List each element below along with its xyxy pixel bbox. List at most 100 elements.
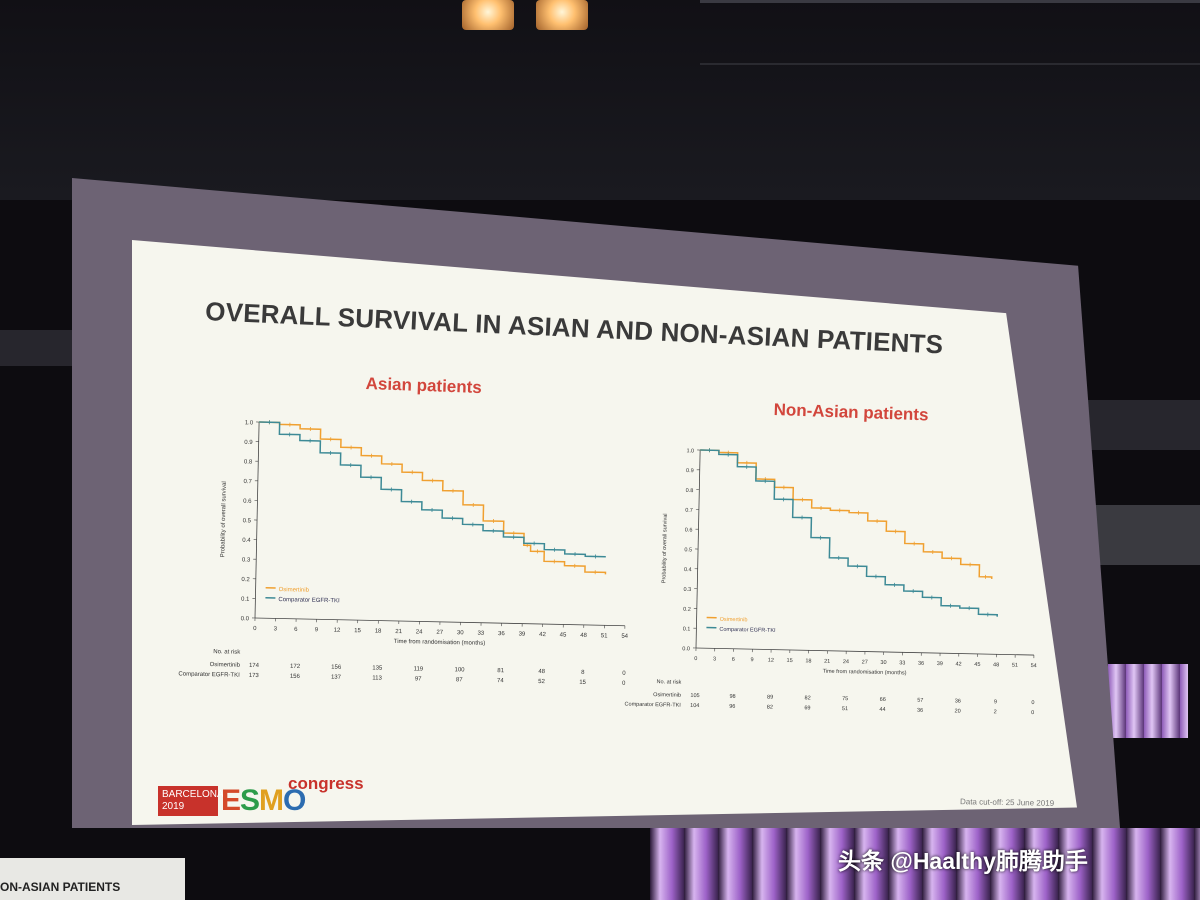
data-cutoff-note: Data cut-off: 25 June 2019: [959, 797, 1055, 808]
x-tick-label: 51: [1012, 663, 1018, 669]
x-tick-label: 45: [560, 632, 567, 638]
risk-table-value: 36: [955, 698, 961, 704]
balcony-rail: [0, 330, 72, 366]
y-tick-label: 1.0: [245, 420, 254, 426]
y-tick-label: 0.1: [241, 597, 250, 603]
x-tick-label: 18: [375, 629, 382, 635]
non-asian-survival-chart: 0.00.10.20.30.40.50.60.70.80.91.00 3 6 9 12 1…: [625, 448, 1037, 716]
legend-label: Osimertinib: [279, 587, 310, 594]
y-tick-label: 1.0: [686, 448, 694, 454]
risk-table-value: 20: [954, 708, 960, 714]
risk-table-value: 156: [290, 674, 301, 680]
y-tick-label: 0.1: [683, 626, 691, 632]
x-tick-label: 9: [750, 657, 753, 663]
x-tick-label: 6: [294, 627, 298, 633]
logo-congress: congress: [288, 774, 364, 793]
secondary-screen-title: ON-ASIAN PATIENTS: [0, 880, 121, 894]
risk-table-value: 75: [842, 696, 848, 702]
watermark: 头条 @Haalthy肺腾助手: [838, 848, 1088, 874]
x-tick-label: 54: [1031, 663, 1037, 669]
x-tick-label: 0: [694, 656, 697, 662]
risk-table-value: 173: [249, 673, 260, 679]
x-tick-label: 45: [974, 662, 980, 668]
risk-table-row-label: Osimertinib: [653, 692, 681, 699]
x-tick-label: 3: [274, 626, 278, 632]
y-tick-label: 0.0: [241, 616, 250, 622]
y-tick-label: 0.7: [243, 479, 252, 485]
y-tick-label: 0.6: [685, 527, 693, 533]
x-tick-label: 24: [843, 659, 849, 665]
x-tick-label: 39: [937, 661, 943, 667]
x-tick-label: 27: [862, 659, 868, 665]
risk-table-row-label: Comparator EGFR-TKI: [625, 702, 682, 709]
x-tick-label: 36: [498, 631, 505, 637]
y-tick-label: 0.4: [242, 538, 251, 544]
legend-label: Comparator EGFR-TKI: [278, 597, 340, 604]
y-tick-label: 0.6: [243, 499, 252, 505]
risk-table-value: 113: [372, 675, 382, 681]
risk-table-value: 51: [842, 706, 848, 712]
x-tick-label: 21: [824, 659, 830, 665]
y-axis: [254, 422, 260, 619]
x-tick-label: 48: [580, 633, 587, 639]
chart-plot-group: 0.00.10.20.30.40.50.60.70.80.91.00 3 6 9 12 1…: [625, 448, 1037, 716]
x-tick-label: 33: [477, 631, 484, 637]
x-tick-label: 9: [315, 627, 319, 633]
balcony-rail: [1070, 400, 1200, 450]
y-tick-label: 0.2: [683, 607, 691, 613]
x-tick-label: 15: [787, 658, 793, 664]
risk-table-value: 156: [331, 665, 342, 671]
risk-table-value: 104: [690, 703, 699, 709]
x-tick-label: 39: [519, 632, 526, 638]
risk-table-value: 98: [729, 694, 735, 700]
x-tick-label: 0: [253, 626, 257, 632]
lighting-truss: [700, 0, 1200, 65]
x-tick-label: 24: [416, 629, 423, 635]
y-tick-label: 0.3: [683, 587, 691, 593]
risk-table-value: 48: [538, 669, 545, 675]
risk-table-value: 57: [917, 698, 923, 704]
x-tick-label: 6: [732, 657, 735, 663]
chart-title-asian: Asian patients: [365, 374, 483, 398]
legend-label: Osimertinib: [720, 617, 748, 624]
risk-table-value: 2: [994, 709, 997, 715]
x-tick-label: 18: [805, 658, 811, 664]
y-tick-label: 0.8: [686, 488, 694, 494]
risk-table-value: 174: [249, 663, 260, 669]
x-tick-label: 12: [768, 658, 774, 664]
risk-table-value: 82: [805, 695, 811, 701]
duct: [1080, 505, 1200, 565]
y-tick-label: 0.4: [684, 567, 692, 573]
logo-esmo-letter: E: [221, 784, 241, 817]
y-tick-label: 0.7: [685, 508, 693, 514]
risk-table-value: 81: [497, 668, 504, 674]
x-tick-label: 33: [899, 660, 905, 666]
risk-table-value: 135: [372, 665, 383, 671]
stage-light: [462, 0, 514, 30]
risk-table-value: 0: [1031, 710, 1034, 716]
risk-table-value: 97: [415, 676, 422, 682]
x-tick-label: 30: [457, 630, 464, 636]
risk-table-value: 15: [579, 680, 586, 686]
risk-table-value: 0: [622, 671, 626, 677]
y-axis-label: Probability of overall survival: [661, 513, 668, 583]
stage-light: [536, 0, 588, 30]
logo-esmo-text: ESMO: [221, 784, 306, 817]
ceiling: [0, 0, 1200, 200]
x-tick-label: 12: [334, 628, 341, 634]
x-axis-label: Time from randomisation (months): [394, 639, 486, 647]
logo-esmo-letter: M: [259, 784, 284, 817]
logo-barcelona-box: BARCELONA 2019: [158, 786, 224, 816]
risk-table-value: 9: [994, 699, 997, 705]
x-tick-label: 36: [918, 661, 924, 667]
x-tick-label: 21: [395, 629, 402, 635]
stage-lighting-wall: [650, 828, 1200, 900]
y-tick-label: 0.0: [682, 646, 690, 652]
y-tick-label: 0.5: [243, 518, 252, 524]
risk-table-value: 105: [690, 693, 699, 699]
risk-table-value: 87: [456, 677, 463, 683]
risk-table-value: 119: [414, 666, 424, 672]
risk-table-value: 44: [879, 707, 885, 713]
stage-lighting-wall: [1108, 664, 1188, 738]
risk-table-value: 89: [767, 694, 773, 700]
